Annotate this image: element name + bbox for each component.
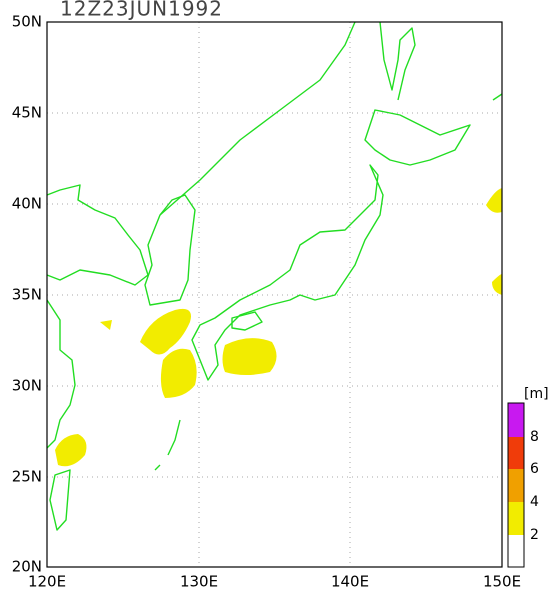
- wave-area: [100, 320, 112, 330]
- latitude-label: 40N: [12, 195, 42, 213]
- latitude-label: 30N: [12, 377, 42, 395]
- longitude-label: 140E: [331, 573, 369, 591]
- longitude-label: 150E: [483, 573, 521, 591]
- map-frame: [46, 21, 503, 568]
- china-coast-south: [46, 299, 76, 449]
- colorbar-swatch: [508, 437, 524, 469]
- taiwan: [49, 469, 71, 531]
- wave-height-areas: [55, 188, 502, 467]
- latitude-label: 35N: [12, 286, 42, 304]
- colorbar-swatch: [508, 469, 524, 502]
- coastlines: [46, 21, 503, 531]
- china-coast-north: [46, 184, 149, 286]
- longitude-label: 120E: [28, 573, 66, 591]
- wave-area: [140, 308, 191, 355]
- colorbar: [m] 8 6 4 2: [507, 386, 549, 568]
- latitude-label: 25N: [12, 468, 42, 486]
- wave-area: [486, 188, 502, 213]
- graticule: [47, 22, 502, 567]
- colorbar-label: 2: [530, 527, 539, 543]
- wave-area: [222, 338, 277, 375]
- colorbar-label: 6: [530, 461, 539, 477]
- russia-coast: [159, 21, 356, 216]
- wave-area: [160, 348, 197, 398]
- ryukyu: [154, 419, 181, 471]
- colorbar-label: 8: [530, 429, 539, 445]
- wave-area: [492, 274, 502, 295]
- korea: [144, 194, 196, 306]
- shikoku: [231, 311, 263, 331]
- sakhalin: [379, 21, 416, 101]
- honshu-kyushu: [191, 164, 384, 381]
- map-title: 12Z23JUN1992: [60, 0, 223, 21]
- latitude-label: 50N: [12, 13, 42, 31]
- colorbar-swatch: [508, 535, 524, 567]
- hokkaido: [364, 109, 471, 166]
- colorbar-unit: [m]: [524, 386, 549, 402]
- latitude-label: 45N: [12, 104, 42, 122]
- colorbar-frame: [507, 402, 525, 568]
- colorbar-swatch: [508, 502, 524, 535]
- wave-area: [55, 434, 87, 467]
- longitude-axis: 120E 130E 140E 150E: [28, 573, 521, 591]
- kuril: [492, 93, 503, 101]
- colorbar-swatch: [508, 403, 524, 437]
- longitude-label: 130E: [180, 573, 218, 591]
- colorbar-label: 4: [530, 494, 539, 510]
- latitude-label: 20N: [12, 558, 42, 576]
- latitude-axis: 50N 45N 40N 35N 30N 25N 20N: [12, 13, 42, 576]
